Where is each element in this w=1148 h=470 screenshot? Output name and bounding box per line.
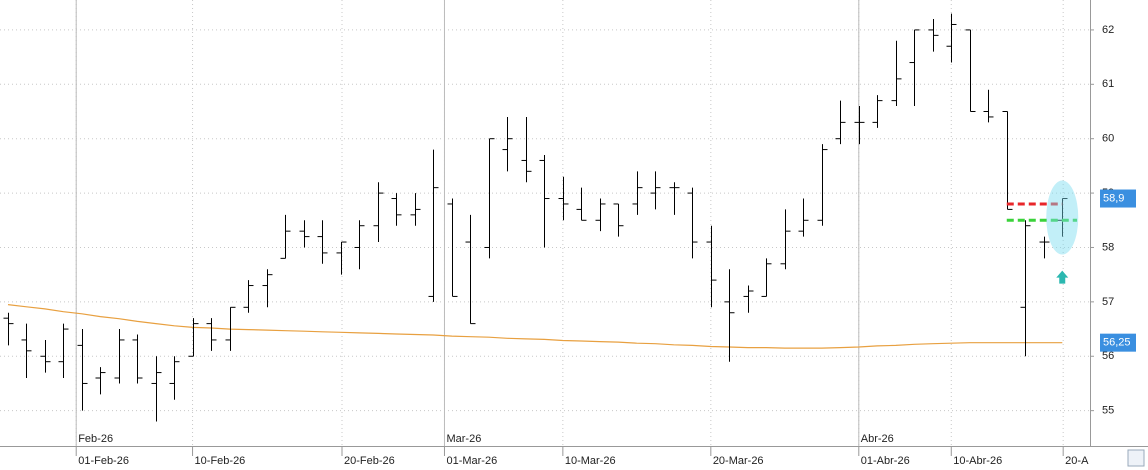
y-tick-label: 56 <box>1102 350 1114 362</box>
y-tick-label: 55 <box>1102 405 1114 417</box>
highlight <box>1046 180 1079 255</box>
month-label: Mar-26 <box>446 433 481 445</box>
y-tick-label: 60 <box>1102 133 1114 145</box>
moving-average <box>7 304 1063 349</box>
price-tag-label: 56,25 <box>1103 337 1131 349</box>
y-tick-label: 62 <box>1102 24 1114 36</box>
month-label: Abr-26 <box>861 433 894 445</box>
price-tag <box>1100 333 1136 352</box>
x-tick-label: 20-Feb-26 <box>344 455 395 467</box>
y-tick-label: 58 <box>1102 241 1114 253</box>
x-tick-label: 20-A <box>1065 455 1089 467</box>
price-tag <box>1100 189 1136 208</box>
price-tag-label: 58,9 <box>1103 192 1124 204</box>
x-tick-label: 10-Abr-26 <box>953 455 1002 467</box>
up-arrow <box>1056 270 1069 284</box>
month-label: Feb-26 <box>78 433 113 445</box>
x-tick-label: 10-Mar-26 <box>565 455 616 467</box>
x-tick-label: 01-Mar-26 <box>446 455 497 467</box>
x-tick-label: 10-Feb-26 <box>195 455 246 467</box>
y-tick-label: 61 <box>1102 78 1114 90</box>
x-tick-label: 20-Mar-26 <box>713 455 764 467</box>
y-tick-label: 57 <box>1102 296 1114 308</box>
x-tick-label: 01-Abr-26 <box>861 455 910 467</box>
corner-icon[interactable] <box>1127 449 1145 467</box>
x-tick-label: 01-Feb-26 <box>78 455 129 467</box>
